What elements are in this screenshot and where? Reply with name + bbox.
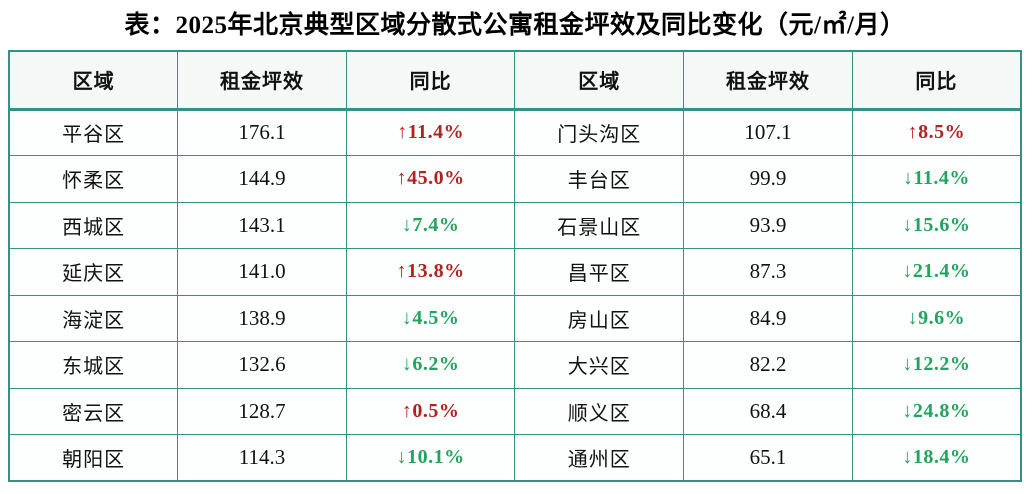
rent-value-cell: 65.1 (683, 434, 853, 482)
rent-value-cell: 132.6 (177, 341, 347, 389)
table-row: 平谷区 176.1 ↑11.4% 门头沟区 107.1 ↑8.5% (8, 108, 1022, 156)
yoy-cell: ↓18.4% (851, 434, 1022, 482)
rent-value-cell: 176.1 (177, 108, 347, 156)
rent-value-cell: 143.1 (177, 201, 347, 249)
district-cell: 东城区 (8, 341, 179, 389)
rent-value-cell: 82.2 (683, 341, 853, 389)
yoy-cell: ↓9.6% (851, 294, 1022, 342)
rent-value-cell: 99.9 (683, 155, 853, 203)
yoy-cell: ↓15.6% (851, 201, 1022, 249)
yoy-cell: ↓4.5% (345, 294, 516, 342)
district-cell: 怀柔区 (8, 155, 179, 203)
rent-value-cell: 114.3 (177, 434, 347, 482)
yoy-cell: ↓11.4% (851, 155, 1022, 203)
rent-value-cell: 138.9 (177, 294, 347, 342)
district-cell: 西城区 (8, 201, 179, 249)
table-row: 密云区 128.7 ↑0.5% 顺义区 68.4 ↓24.8% (8, 387, 1022, 435)
district-cell: 大兴区 (514, 341, 685, 389)
rent-value-cell: 107.1 (683, 108, 853, 156)
district-cell: 门头沟区 (514, 108, 685, 156)
district-cell: 密云区 (8, 387, 179, 435)
yoy-cell: ↓12.2% (851, 341, 1022, 389)
yoy-cell: ↑8.5% (851, 108, 1022, 156)
rent-value-cell: 141.0 (177, 248, 347, 296)
yoy-cell: ↓7.4% (345, 201, 516, 249)
table-row: 延庆区 141.0 ↑13.8% 昌平区 87.3 ↓21.4% (8, 248, 1022, 296)
header-rent-left: 租金坪效 (177, 50, 347, 110)
district-cell: 海淀区 (8, 294, 179, 342)
yoy-cell: ↑0.5% (345, 387, 516, 435)
yoy-cell: ↑11.4% (345, 108, 516, 156)
district-cell: 丰台区 (514, 155, 685, 203)
district-cell: 平谷区 (8, 108, 179, 156)
district-cell: 石景山区 (514, 201, 685, 249)
rent-value-cell: 87.3 (683, 248, 853, 296)
yoy-cell: ↓6.2% (345, 341, 516, 389)
district-cell: 通州区 (514, 434, 685, 482)
rent-value-cell: 84.9 (683, 294, 853, 342)
yoy-cell: ↑45.0% (345, 155, 516, 203)
rent-value-cell: 93.9 (683, 201, 853, 249)
table-row: 怀柔区 144.9 ↑45.0% 丰台区 99.9 ↓11.4% (8, 155, 1022, 203)
header-row: 区域 租金坪效 同比 区域 租金坪效 同比 (8, 50, 1022, 110)
rent-value-cell: 144.9 (177, 155, 347, 203)
district-cell: 房山区 (514, 294, 685, 342)
table-row: 海淀区 138.9 ↓4.5% 房山区 84.9 ↓9.6% (8, 294, 1022, 342)
district-cell: 顺义区 (514, 387, 685, 435)
page-title: 表：2025年北京典型区域分散式公寓租金坪效及同比变化（元/㎡/月） (124, 12, 906, 39)
table-body: 平谷区 176.1 ↑11.4% 门头沟区 107.1 ↑8.5% 怀柔区 14… (8, 108, 1022, 482)
header-yoy-left: 同比 (345, 50, 516, 110)
yoy-cell: ↑13.8% (345, 248, 516, 296)
rent-value-cell: 68.4 (683, 387, 853, 435)
header-rent-right: 租金坪效 (683, 50, 853, 110)
district-cell: 昌平区 (514, 248, 685, 296)
district-cell: 朝阳区 (8, 434, 179, 482)
yoy-cell: ↓10.1% (345, 434, 516, 482)
rent-value-cell: 128.7 (177, 387, 347, 435)
header-district-left: 区域 (8, 50, 179, 110)
header-district-right: 区域 (514, 50, 685, 110)
header-yoy-right: 同比 (851, 50, 1022, 110)
district-cell: 延庆区 (8, 248, 179, 296)
table-row: 朝阳区 114.3 ↓10.1% 通州区 65.1 ↓18.4% (8, 434, 1022, 482)
rent-efficiency-table: 区域 租金坪效 同比 区域 租金坪效 同比 平谷区 176.1 ↑11.4% 门… (8, 50, 1022, 482)
yoy-cell: ↓21.4% (851, 248, 1022, 296)
yoy-cell: ↓24.8% (851, 387, 1022, 435)
table-row: 东城区 132.6 ↓6.2% 大兴区 82.2 ↓12.2% (8, 341, 1022, 389)
table-header: 区域 租金坪效 同比 区域 租金坪效 同比 (8, 50, 1022, 110)
table-row: 西城区 143.1 ↓7.4% 石景山区 93.9 ↓15.6% (8, 201, 1022, 249)
